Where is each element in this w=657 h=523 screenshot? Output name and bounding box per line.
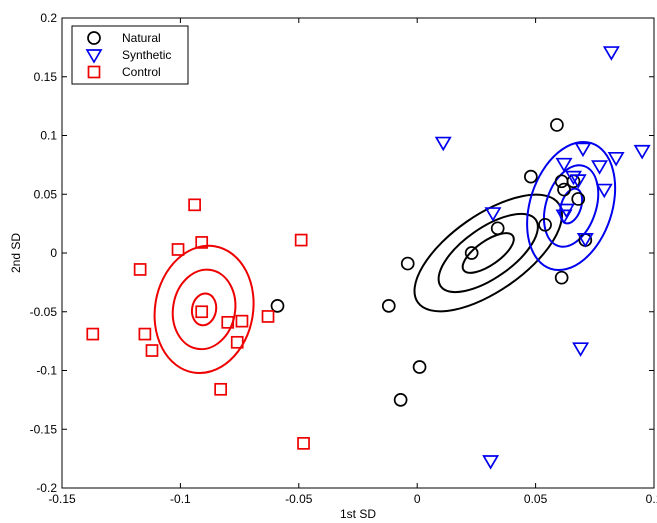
plot-area [62,18,654,488]
control-point [145,344,159,357]
control-point [171,243,185,256]
y-tick-label: -0.1 [36,364,57,378]
y-tick-label: -0.15 [30,422,58,436]
control-point [297,437,310,450]
x-tick-label: -0.05 [285,492,313,506]
control-point [133,263,147,276]
legend-control-label: Control [122,65,161,79]
legend-control-marker [87,65,101,79]
synthetic-point [607,151,625,167]
y-tick-label: 0.1 [40,129,57,143]
natural-point [571,192,586,206]
synthetic-point [482,455,500,470]
legend-natural-marker [87,31,101,45]
legend-box [71,25,189,85]
natural-point [524,169,538,184]
y-tick-label: 0.15 [34,70,58,84]
x-axis-title: 1st SD [340,507,376,521]
control-ellipse-ring [153,244,255,374]
synthetic-point [434,136,452,152]
synthetic-point [574,142,592,158]
legend-synthetic-label: Synthetic [122,48,171,62]
control-point [86,327,100,341]
natural-point [393,393,408,407]
synthetic-point [555,157,573,173]
natural-point [550,118,564,132]
natural-ellipse-ring [437,212,539,294]
x-tick-label: 0.1 [646,492,657,506]
x-tick-label: -0.1 [170,492,191,506]
control-point [235,314,249,328]
natural-point [554,270,569,285]
natural-point [270,299,285,313]
ellipses-layer [153,140,617,374]
legend-natural-label: Natural [122,31,161,45]
natural-point [557,182,571,197]
legend-synthetic-marker [85,49,103,64]
synthetic-point [572,342,590,357]
control-point [294,233,308,247]
control-point [195,236,209,249]
control-point [138,327,152,341]
natural-ellipse-ring [461,232,515,274]
synthetic-point [576,233,594,248]
synthetic-point [602,46,620,61]
control-point [230,335,244,349]
synthetic-ellipse-ring [559,187,584,225]
synthetic-point [591,160,609,175]
x-tick-label: 0 [414,492,421,506]
control-point [261,310,275,323]
synthetic-point [595,183,613,199]
control-point [221,315,235,329]
natural-point [400,256,415,271]
synthetic-point [555,209,573,225]
y-tick-label: 0.05 [34,187,58,201]
natural-point [464,246,479,260]
synthetic-ellipse-ring [526,140,617,272]
legend: Natural Synthetic Control [71,25,189,85]
synthetic-ellipse-ring [543,164,600,248]
x-tick-label: -0.15 [48,492,76,506]
y-tick-label: -0.2 [36,481,57,495]
natural-ellipse-ring [413,193,563,313]
y-tick-label: 0.2 [40,11,57,25]
control-ellipse-ring [171,268,237,351]
y-tick-label: 0 [50,246,57,260]
synthetic-point [569,174,587,189]
natural-point [412,360,427,374]
control-point [195,305,209,319]
ticks-layer: -0.15-0.1-0.0500.050.1-0.2-0.15-0.1-0.05… [30,11,657,506]
natural-point [381,299,396,313]
synthetic-point [633,144,651,160]
control-point [214,382,228,396]
control-point [188,198,201,212]
synthetic-point [557,203,575,219]
control-ellipse-ring [190,292,218,327]
y-tick-label: -0.05 [30,305,58,319]
natural-point [538,217,552,232]
natural-point [490,221,505,236]
points-layer [86,46,651,470]
y-axis-title: 2nd SD [9,233,23,273]
synthetic-point [565,170,582,186]
x-tick-label: 0.05 [524,492,548,506]
synthetic-point [484,207,502,222]
